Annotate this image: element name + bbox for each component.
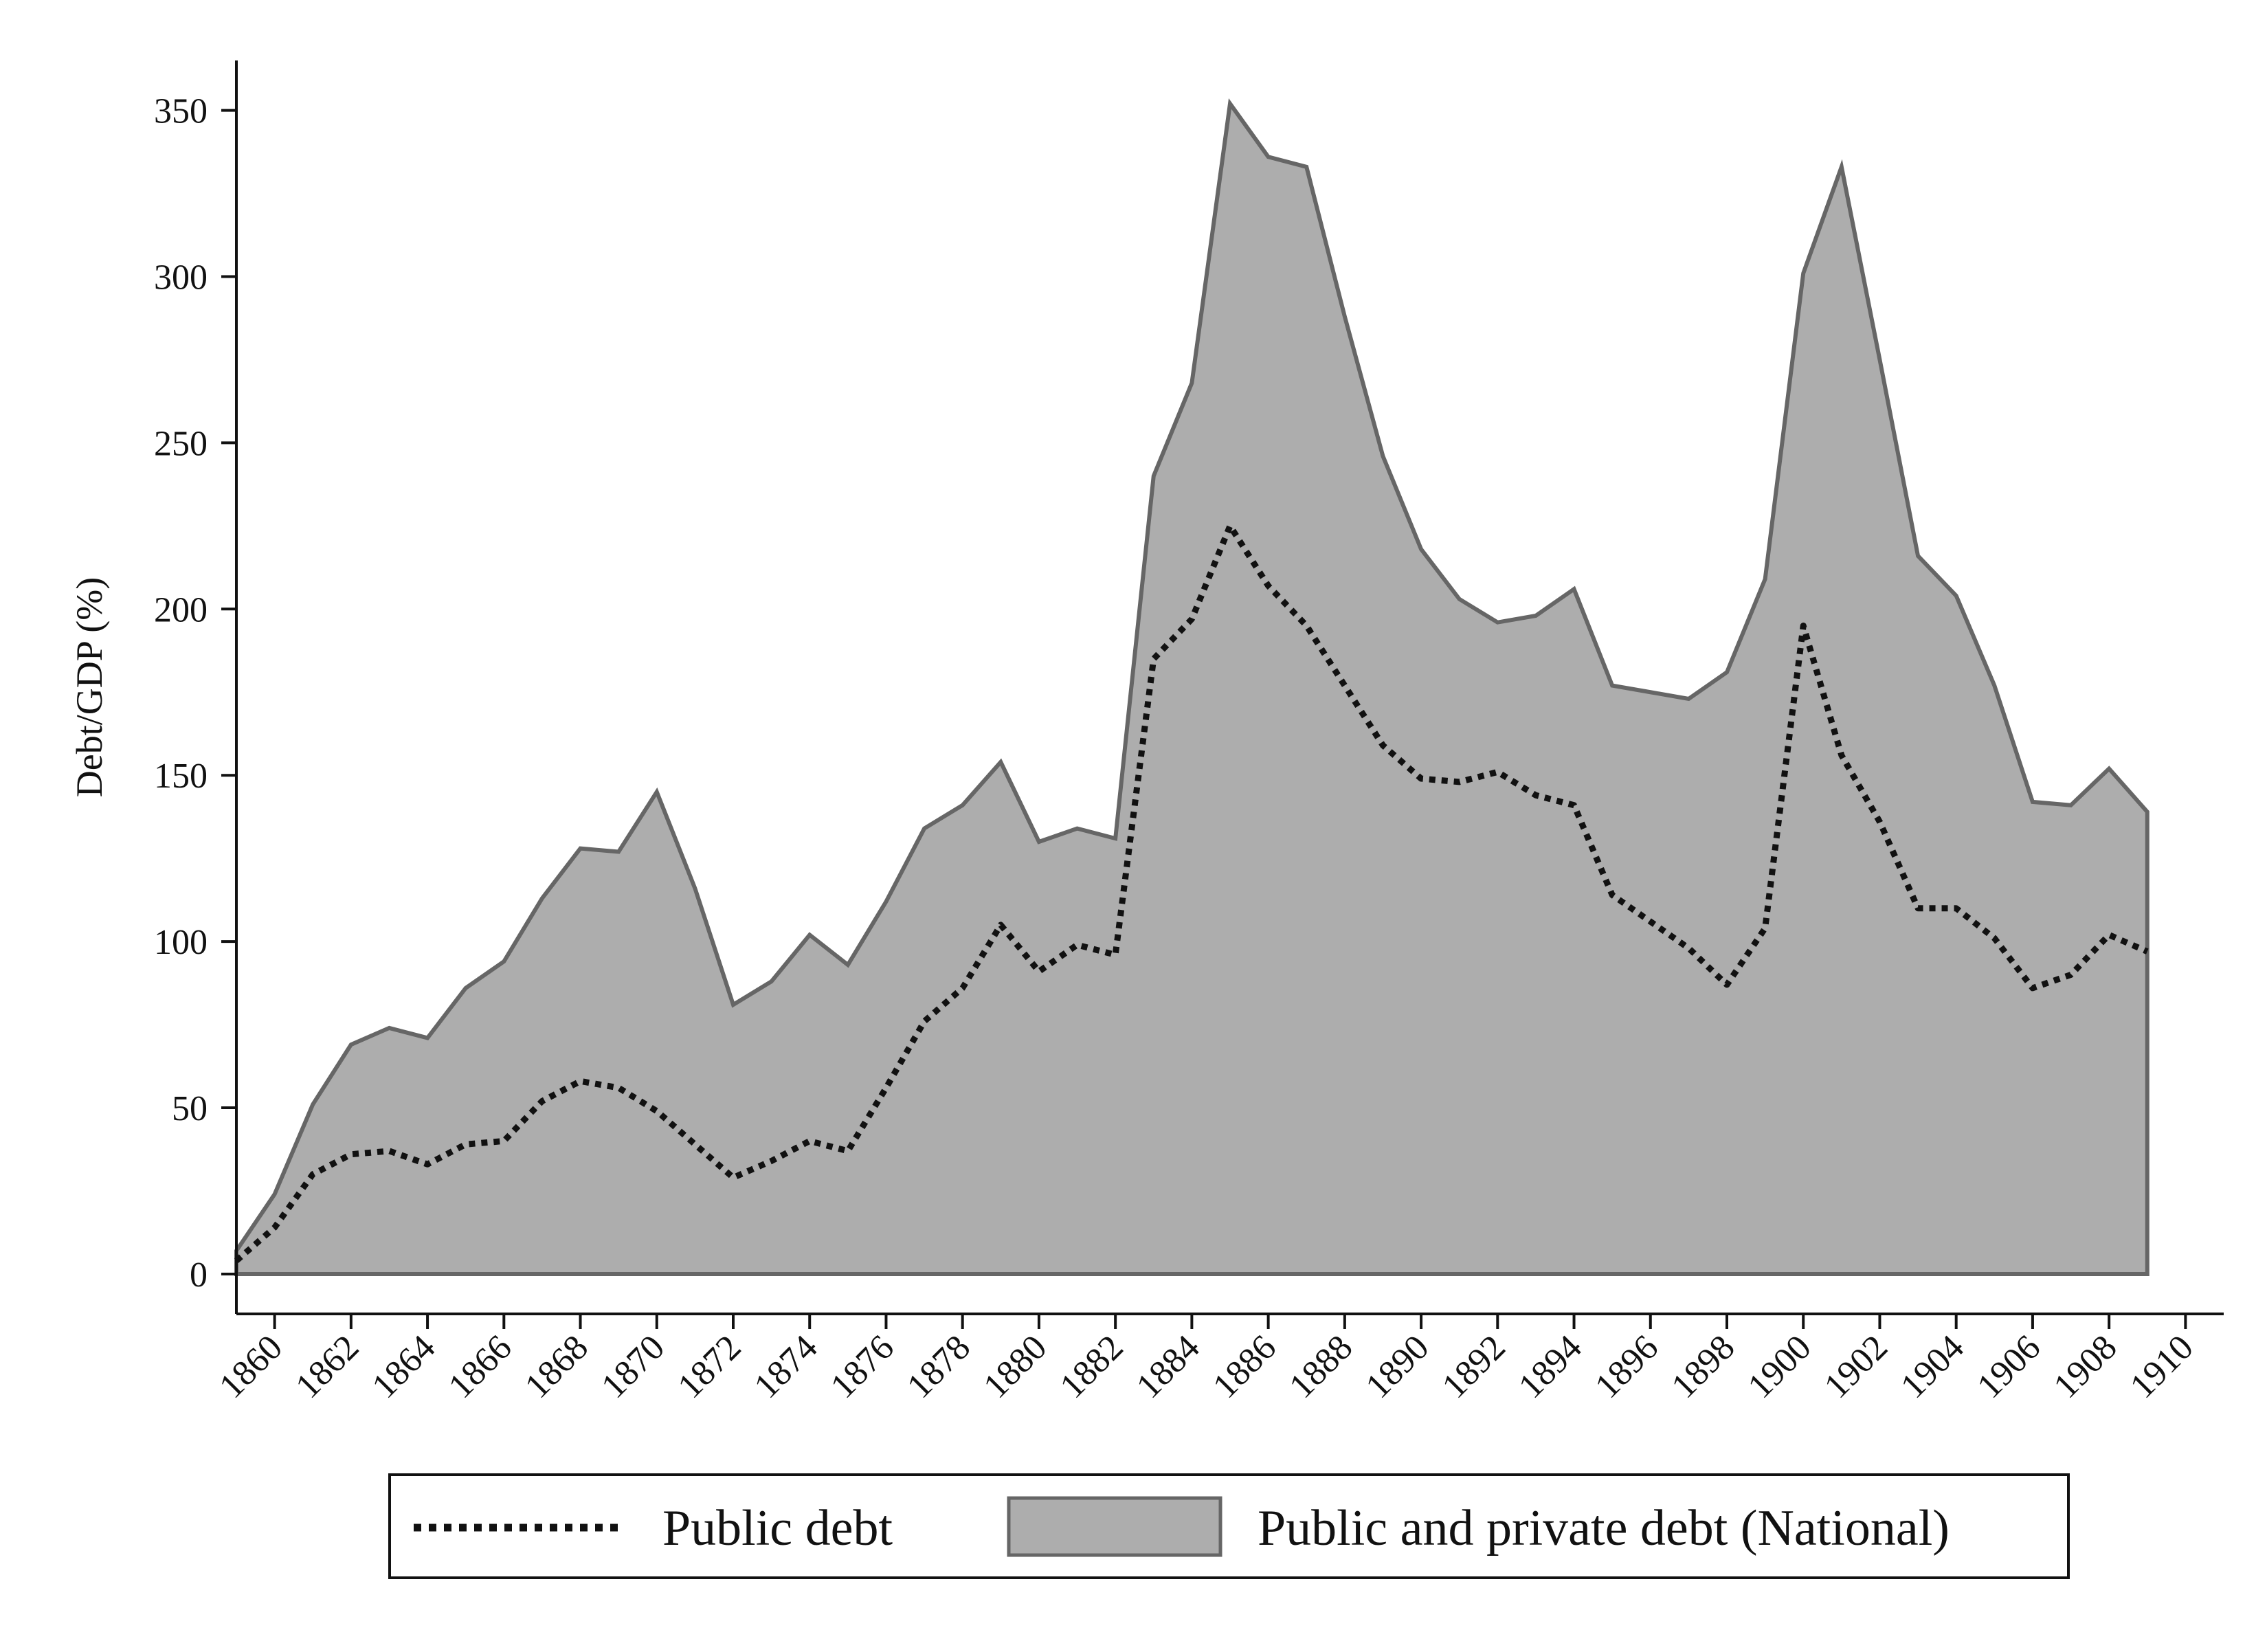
x-tick-label: 1900 (1741, 1328, 1819, 1406)
y-tick-label: 50 (172, 1089, 208, 1128)
x-tick-label: 1860 (212, 1328, 290, 1406)
x-tick-label: 1866 (441, 1328, 520, 1406)
x-tick-label: 1878 (900, 1328, 978, 1406)
legend-label-public-debt: Public debt (662, 1500, 893, 1556)
x-tick-label: 1910 (2123, 1328, 2201, 1406)
y-tick-label: 250 (154, 424, 208, 463)
x-tick-label: 1904 (1893, 1328, 1972, 1406)
x-tick-label: 1872 (671, 1328, 749, 1406)
line-layer (234, 522, 2149, 1263)
x-tick-label: 1876 (823, 1328, 902, 1406)
x-tick-label: 1870 (594, 1328, 672, 1406)
x-tick-label: 1894 (1511, 1328, 1589, 1406)
legend-label-public-and-private-debt: Public and private debt (National) (1258, 1500, 1950, 1556)
x-tick-label: 1888 (1282, 1328, 1360, 1406)
x-tick-label: 1902 (1817, 1328, 1895, 1406)
y-tick-label: 350 (154, 92, 208, 131)
x-tick-label: 1874 (747, 1328, 825, 1406)
x-tick-label: 1868 (517, 1328, 596, 1406)
x-tick-label: 1908 (2046, 1328, 2125, 1406)
area-layer (234, 98, 2149, 1276)
x-tick-label: 1864 (365, 1328, 443, 1406)
area-series-public-and-private-debt (234, 98, 2149, 1276)
x-tick-label: 1862 (288, 1328, 366, 1406)
x-tick-label: 1884 (1129, 1328, 1207, 1406)
x-tick-label: 1892 (1435, 1328, 1513, 1406)
legend-box (388, 1473, 2070, 1579)
y-tick-label: 0 (190, 1255, 208, 1295)
x-tick-label: 1890 (1359, 1328, 1437, 1406)
x-tick-label: 1898 (1664, 1328, 1743, 1406)
legend-swatch-public-and-private-debt (1007, 1496, 1222, 1557)
y-tick-label: 200 (154, 590, 208, 629)
line-series-public-debt (234, 522, 2149, 1263)
legend: Public debt Public and private debt (Nati… (388, 1473, 2070, 1579)
y-axis-label: Debt/GDP (%) (69, 577, 110, 797)
y-tick-label: 300 (154, 258, 208, 297)
x-tick-label: 1906 (1970, 1328, 2048, 1406)
x-tick-label: 1880 (976, 1328, 1055, 1406)
x-tick-label: 1896 (1587, 1328, 1666, 1406)
y-tick-label: 100 (154, 923, 208, 962)
y-tick-label: 150 (154, 757, 208, 796)
x-tick-label: 1886 (1205, 1328, 1284, 1406)
x-tick-label: 1882 (1053, 1328, 1131, 1406)
